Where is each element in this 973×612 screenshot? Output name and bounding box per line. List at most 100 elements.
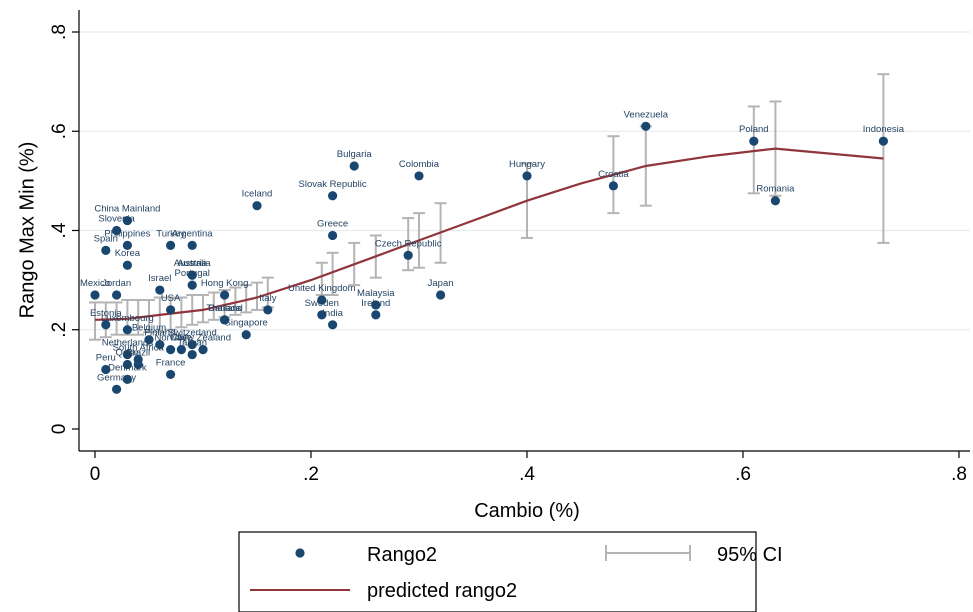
data-point — [166, 240, 176, 250]
y-tick-label-3: .6 — [49, 123, 70, 139]
data-point — [220, 290, 230, 300]
point-label: India — [322, 308, 343, 319]
point-label: Korea — [115, 248, 141, 259]
point-label: Hong Kong — [201, 278, 249, 289]
point-label: Switzerland — [168, 328, 217, 339]
point-label: Finland — [144, 328, 175, 339]
data-point — [166, 305, 176, 315]
data-point — [187, 270, 197, 280]
data-point — [187, 280, 197, 290]
point-label: Iceland — [242, 189, 273, 200]
point-label: Jordan — [102, 278, 131, 289]
x-tick-label-0: 0 — [90, 464, 101, 485]
x-tick-label-2: .4 — [519, 464, 535, 485]
point-label: Chile — [171, 333, 193, 344]
point-label: Croatia — [598, 169, 629, 180]
point-label: Qatar — [116, 347, 140, 358]
data-point — [187, 240, 197, 250]
point-label: Romania — [756, 184, 795, 195]
data-point — [155, 340, 165, 350]
point-label: Sweden — [305, 298, 339, 309]
point-label: Israel — [148, 273, 171, 284]
legend-errorbar-symbol — [605, 545, 691, 561]
point-label: Ireland — [361, 298, 390, 309]
point-label: Thailand — [206, 303, 242, 314]
data-point — [414, 171, 424, 181]
axes: 0 .2 .4 .6 .8 0 .2 .4 .6 .8 — [49, 10, 970, 485]
ci-bar — [197, 294, 209, 324]
point-label: Germany — [97, 372, 136, 383]
point-label: Austria — [177, 258, 207, 269]
point-label: Denmark — [108, 362, 147, 373]
data-point — [122, 260, 132, 270]
data-point — [608, 181, 619, 191]
point-label: Greece — [317, 218, 348, 229]
ci-bar — [326, 251, 339, 297]
x-axis-title: Cambio (%) — [474, 500, 580, 522]
data-point — [112, 290, 122, 300]
data-point — [371, 310, 381, 320]
data-point — [328, 320, 338, 330]
point-label: Singapore — [225, 318, 268, 329]
point-label: USA — [161, 293, 181, 304]
data-point — [122, 349, 132, 360]
data-point — [220, 315, 230, 325]
point-label: Italy — [259, 293, 277, 304]
point-labels: Venezuela Poland Indonesia Romania Croatia Hu… — [80, 109, 905, 383]
point-label: China Mainland — [94, 204, 160, 215]
data-point — [241, 330, 251, 340]
ci-bar — [315, 261, 328, 297]
y-tick-label-4: .8 — [49, 24, 70, 40]
point-label: Portugal — [175, 268, 210, 279]
data-point — [252, 201, 262, 211]
point-label: France — [156, 357, 186, 368]
point-label: Hungary — [509, 159, 545, 170]
ci-bar — [186, 294, 199, 326]
point-label: United Kingdom — [288, 283, 356, 294]
data-point — [403, 250, 413, 260]
ci-bar — [747, 105, 760, 195]
data-point — [90, 290, 100, 300]
data-point — [317, 310, 327, 320]
data-point — [112, 225, 122, 236]
data-point — [328, 230, 338, 241]
y-tick-label-0: 0 — [49, 424, 70, 435]
y-axis-title: Rango Max Min (%) — [16, 142, 38, 319]
data-point — [133, 359, 143, 370]
x-tick-label-1: .2 — [303, 464, 319, 485]
point-label: Philippines — [104, 228, 150, 239]
data-point — [122, 240, 132, 250]
data-point — [112, 384, 122, 394]
point-label: Netherlands — [102, 338, 153, 349]
point-label: Argentina — [172, 228, 213, 239]
data-point — [122, 359, 132, 370]
legend-box — [238, 531, 757, 612]
predicted-line — [94, 147, 884, 321]
ci-bar — [240, 284, 253, 314]
point-label: Colombia — [399, 159, 440, 170]
data-point — [187, 340, 197, 350]
point-label: Mexico — [80, 278, 110, 289]
x-tick-label-3: .6 — [735, 464, 751, 485]
data-point — [122, 374, 132, 384]
ci-bar — [207, 291, 220, 321]
data-point — [166, 369, 176, 380]
point-label: Peru — [96, 352, 116, 363]
data-point — [144, 335, 154, 345]
data-points — [90, 121, 889, 394]
point-label: New Zealand — [175, 333, 231, 344]
fitted-line-layer — [94, 147, 884, 321]
legend-marker-rango2 — [295, 548, 305, 558]
data-point — [328, 191, 338, 201]
y-tick-label-1: .2 — [49, 322, 70, 338]
point-label: Czech Republic — [375, 238, 442, 249]
data-point — [522, 171, 532, 181]
point-label: Norway — [154, 333, 186, 344]
data-point — [436, 290, 446, 300]
point-label: Brazil — [126, 347, 150, 358]
ci-bar — [229, 286, 242, 316]
y-tick-label-2: .4 — [49, 222, 70, 238]
x-tick-label-4: .8 — [951, 464, 967, 485]
legend-label-ci: 95% CI — [717, 544, 783, 566]
